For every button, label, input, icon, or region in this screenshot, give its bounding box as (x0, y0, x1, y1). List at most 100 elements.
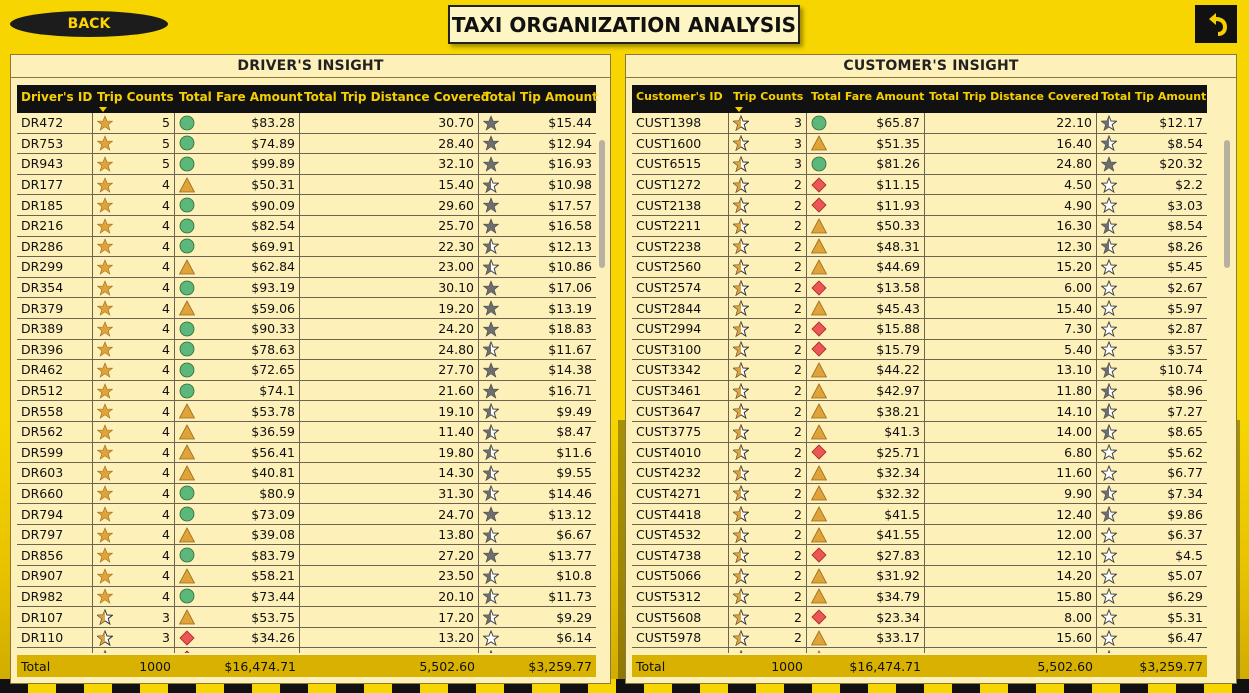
table-row[interactable]: CUST3647 2 $38.21 14.10 $7.27 (632, 401, 1207, 422)
table-row[interactable]: DR110 3 $34.26 13.20 $6.14 (17, 627, 596, 649)
table-row[interactable]: CUST3100 2 $15.79 5.40 $3.57 (632, 339, 1207, 361)
col-driver-id[interactable]: Driver's ID (21, 90, 93, 104)
table-row[interactable]: CUST4532 2 $41.55 12.00 $6.37 (632, 524, 1207, 546)
driver-scrollbar[interactable] (599, 140, 605, 268)
circle-icon (179, 218, 195, 234)
row-distance: 24.80 (925, 154, 1097, 174)
table-row[interactable]: CUST1600 3 $51.35 16.40 $8.54 (632, 133, 1207, 155)
row-trip-count: 2 (794, 280, 802, 296)
table-row[interactable]: DR299 4 $62.84 23.00 $10.86 (17, 257, 596, 278)
star-icon (97, 156, 113, 172)
col-customer-id[interactable]: Customer's ID (636, 90, 723, 103)
table-row[interactable]: DR794 4 $73.09 24.70 $13.12 (17, 504, 596, 525)
table-row[interactable]: CUST5066 2 $31.92 14.20 $5.07 (632, 566, 1207, 587)
table-row[interactable]: CUST2574 2 $13.58 6.00 $2.67 (632, 277, 1207, 299)
table-row[interactable]: CUST5978 2 $33.17 15.60 $6.47 (632, 627, 1207, 649)
table-row[interactable]: CUST4418 2 $41.5 12.40 $9.86 (632, 504, 1207, 525)
table-row[interactable]: DR558 4 $53.78 19.10 $9.49 (17, 401, 596, 422)
row-trip-count: 4 (162, 588, 170, 604)
col-total-distance[interactable]: Total Trip Distance Covered (304, 90, 490, 104)
table-row[interactable]: DR379 4 $59.06 19.20 $13.19 (17, 298, 596, 319)
table-row[interactable]: DR562 4 $36.59 11.40 $8.47 (17, 421, 596, 443)
table-row[interactable]: CUST2560 2 $44.69 15.20 $5.45 (632, 257, 1207, 278)
row-id: DR512 (17, 380, 93, 401)
triangle-icon (179, 568, 195, 584)
back-button[interactable]: BACK (10, 11, 168, 37)
table-row[interactable]: DR856 4 $83.79 27.20 $13.77 (17, 545, 596, 567)
table-row[interactable]: CUST4271 2 $32.32 9.90 $7.34 (632, 483, 1207, 505)
row-trip-count: 2 (794, 341, 802, 357)
triangle-icon (179, 609, 195, 625)
table-row[interactable]: DR603 4 $40.81 14.30 $9.55 (17, 463, 596, 484)
row-fare: $51.35 (876, 135, 920, 151)
table-row[interactable]: DR753 5 $74.89 28.40 $12.94 (17, 133, 596, 155)
table-row[interactable]: DR354 4 $93.19 30.10 $17.06 (17, 277, 596, 299)
table-row[interactable]: DR797 4 $39.08 13.80 $6.67 (17, 524, 596, 546)
table-row[interactable]: DR462 4 $72.65 27.70 $14.38 (17, 360, 596, 381)
star-icon (733, 464, 749, 481)
col-total-fare[interactable]: Total Fare Amount (179, 90, 303, 104)
table-row[interactable]: DR389 4 $90.33 24.20 $18.83 (17, 318, 596, 340)
table-row[interactable]: DR943 5 $99.89 32.10 $16.93 (17, 154, 596, 175)
star-icon (483, 506, 499, 522)
table-row[interactable]: DR907 4 $58.21 23.50 $10.8 (17, 566, 596, 587)
row-trip-count: 2 (794, 362, 802, 378)
col-total-distance[interactable]: Total Trip Distance Covered (929, 90, 1099, 103)
star-icon (1101, 547, 1117, 564)
star-icon (483, 464, 499, 481)
col-total-tip[interactable]: Total Tip Amount (1101, 90, 1207, 103)
table-row[interactable]: DR286 4 $69.91 22.30 $12.13 (17, 236, 596, 258)
table-row[interactable]: CUST4232 2 $32.34 11.60 $6.77 (632, 463, 1207, 484)
table-row[interactable]: CUST4738 2 $27.83 12.10 $4.5 (632, 545, 1207, 567)
table-row[interactable]: DR472 5 $83.28 30.70 $15.44 (17, 113, 596, 134)
row-id: CUST5066 (632, 566, 729, 586)
col-trip-counts[interactable]: Trip Counts (729, 85, 807, 113)
table-row[interactable]: DR512 4 $74.1 21.60 $16.71 (17, 380, 596, 402)
col-total-tip[interactable]: Total Tip Amount (483, 90, 598, 104)
table-row[interactable]: DR111 3 $17.55 6.30 $3.04 (17, 648, 596, 653)
row-tip: $3.57 (1167, 341, 1203, 357)
table-row[interactable]: CUST1272 2 $11.15 4.50 $2.2 (632, 174, 1207, 196)
customer-scrollbar[interactable] (1224, 140, 1230, 268)
row-fare: $74.1 (259, 383, 295, 399)
row-trip-count: 4 (162, 362, 170, 378)
table-row[interactable]: CUST2238 2 $48.31 12.30 $8.26 (632, 236, 1207, 258)
star-icon (97, 238, 113, 255)
table-row[interactable]: CUST2994 2 $15.88 7.30 $2.87 (632, 318, 1207, 340)
table-row[interactable]: CUST2138 2 $11.93 4.90 $3.03 (632, 195, 1207, 216)
table-row[interactable]: DR982 4 $73.44 20.10 $11.73 (17, 586, 596, 608)
table-row[interactable]: CUST6160 2 $45.32 12.90 $12.32 (632, 648, 1207, 653)
row-distance: 30.10 (300, 277, 479, 298)
table-row[interactable]: CUST1398 3 $65.87 22.10 $12.17 (632, 113, 1207, 134)
row-trip-count: 4 (162, 424, 170, 440)
row-tip: $16.93 (548, 156, 592, 172)
table-row[interactable]: CUST4010 2 $25.71 6.80 $5.62 (632, 442, 1207, 464)
total-fare: $16,474.71 (224, 658, 296, 674)
table-row[interactable]: DR599 4 $56.41 19.80 $11.6 (17, 442, 596, 464)
table-row[interactable]: CUST2844 2 $45.43 15.40 $5.97 (632, 298, 1207, 319)
table-row[interactable]: CUST6515 3 $81.26 24.80 $20.32 (632, 154, 1207, 175)
diamond-icon (811, 609, 827, 625)
total-tip: $3,259.77 (1139, 658, 1203, 674)
row-distance: 15.60 (925, 627, 1097, 648)
table-row[interactable]: CUST3775 2 $41.3 14.00 $8.65 (632, 421, 1207, 443)
table-row[interactable]: CUST3461 2 $42.97 11.80 $8.96 (632, 380, 1207, 402)
undo-button[interactable] (1195, 5, 1237, 43)
star-icon (483, 423, 499, 440)
table-row[interactable]: DR396 4 $78.63 24.80 $11.67 (17, 339, 596, 361)
table-row[interactable]: CUST5312 2 $34.79 15.80 $6.29 (632, 586, 1207, 608)
col-total-fare[interactable]: Total Fare Amount (811, 90, 925, 103)
table-row[interactable]: CUST3342 2 $44.22 13.10 $10.74 (632, 360, 1207, 381)
row-fare: $32.32 (876, 485, 920, 501)
row-fare: $34.79 (876, 588, 920, 604)
table-row[interactable]: DR177 4 $50.31 15.40 $10.98 (17, 174, 596, 196)
col-trip-counts[interactable]: Trip Counts (93, 85, 175, 113)
table-row[interactable]: DR185 4 $90.09 29.60 $17.57 (17, 195, 596, 216)
table-row[interactable]: DR216 4 $82.54 25.70 $16.58 (17, 215, 596, 237)
star-icon (483, 217, 499, 234)
table-row[interactable]: CUST2211 2 $50.33 16.30 $8.54 (632, 215, 1207, 237)
table-row[interactable]: DR107 3 $53.75 17.20 $9.29 (17, 607, 596, 628)
table-row[interactable]: DR660 4 $80.9 31.30 $14.46 (17, 483, 596, 505)
triangle-icon (811, 382, 827, 399)
table-row[interactable]: CUST5608 2 $23.34 8.00 $5.31 (632, 607, 1207, 628)
